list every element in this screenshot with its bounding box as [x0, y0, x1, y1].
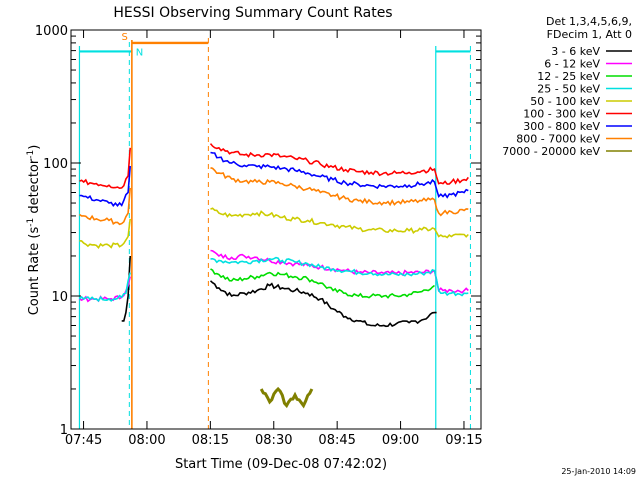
x-tick-label-3: 08:30: [255, 433, 292, 448]
data-layer: SN: [78, 32, 469, 409]
annotation-n: N: [136, 47, 143, 58]
legend-label-7: 800 - 7000 keV: [516, 133, 600, 146]
series-line-0: [121, 255, 437, 328]
x-tick-label-1: 08:00: [128, 433, 165, 448]
axis-layer: 07:45 08:00 08:15 08:30 08:45 09:00 09:15 1 10 10…: [35, 24, 483, 448]
y-tick-label-2: 100: [43, 157, 68, 172]
y-axis-label: Count Rate (s-1 detector-1): [26, 145, 42, 316]
legend-label-3: 25 - 50 keV: [537, 83, 600, 96]
legend-label-2: 12 - 25 keV: [537, 70, 600, 83]
y-tick-label-1: 10: [51, 290, 68, 305]
series-line-6: [79, 151, 469, 208]
y-axis-label-sup2: -1: [26, 150, 36, 159]
y-axis-label-main: Count Rate (s: [27, 227, 42, 316]
annotation-s: S: [121, 32, 127, 43]
chart-title: HESSI Observing Summary Count Rates: [113, 5, 392, 21]
series-line-8: [259, 386, 314, 409]
x-tick-label-2: 08:15: [192, 433, 229, 448]
x-tick-label-6: 09:15: [445, 433, 482, 448]
legend-header-2: FDecim 1, Att 0: [547, 28, 632, 41]
series-line-2: [210, 268, 435, 299]
legend-label-8: 7000 - 20000 keV: [502, 145, 600, 158]
y-axis-label-mid: detector: [27, 158, 42, 218]
legend-label-5: 100 - 300 keV: [523, 108, 600, 121]
plot-frame: [70, 29, 482, 430]
footer-timestamp: 25-Jan-2010 14:09: [561, 467, 636, 476]
background-layer: [78, 38, 471, 429]
series-line-3: [78, 256, 469, 303]
legend-label-6: 300 - 800 keV: [523, 120, 600, 133]
series-line-4: [79, 207, 469, 250]
y-tick-label-3: 1000: [35, 24, 68, 39]
y-axis-label-sup1: -1: [26, 218, 36, 227]
x-tick-label-4: 08:45: [318, 433, 355, 448]
legend-label-4: 50 - 100 keV: [530, 95, 600, 108]
x-tick-label-0: 07:45: [65, 433, 102, 448]
x-axis-label: Start Time (09-Dec-08 07:42:02): [175, 457, 387, 472]
series-line-5: [79, 143, 469, 190]
x-tick-label-5: 09:00: [382, 433, 419, 448]
y-tick-label-0: 1: [60, 423, 68, 438]
legend-header-1: Det 1,3,4,5,6,9,: [546, 15, 632, 28]
legend-label-1: 6 - 12 keV: [544, 58, 600, 71]
series-line-7: [79, 167, 469, 226]
legend-label-0: 3 - 6 keV: [551, 45, 600, 58]
y-axis-label-end: ): [27, 145, 42, 150]
